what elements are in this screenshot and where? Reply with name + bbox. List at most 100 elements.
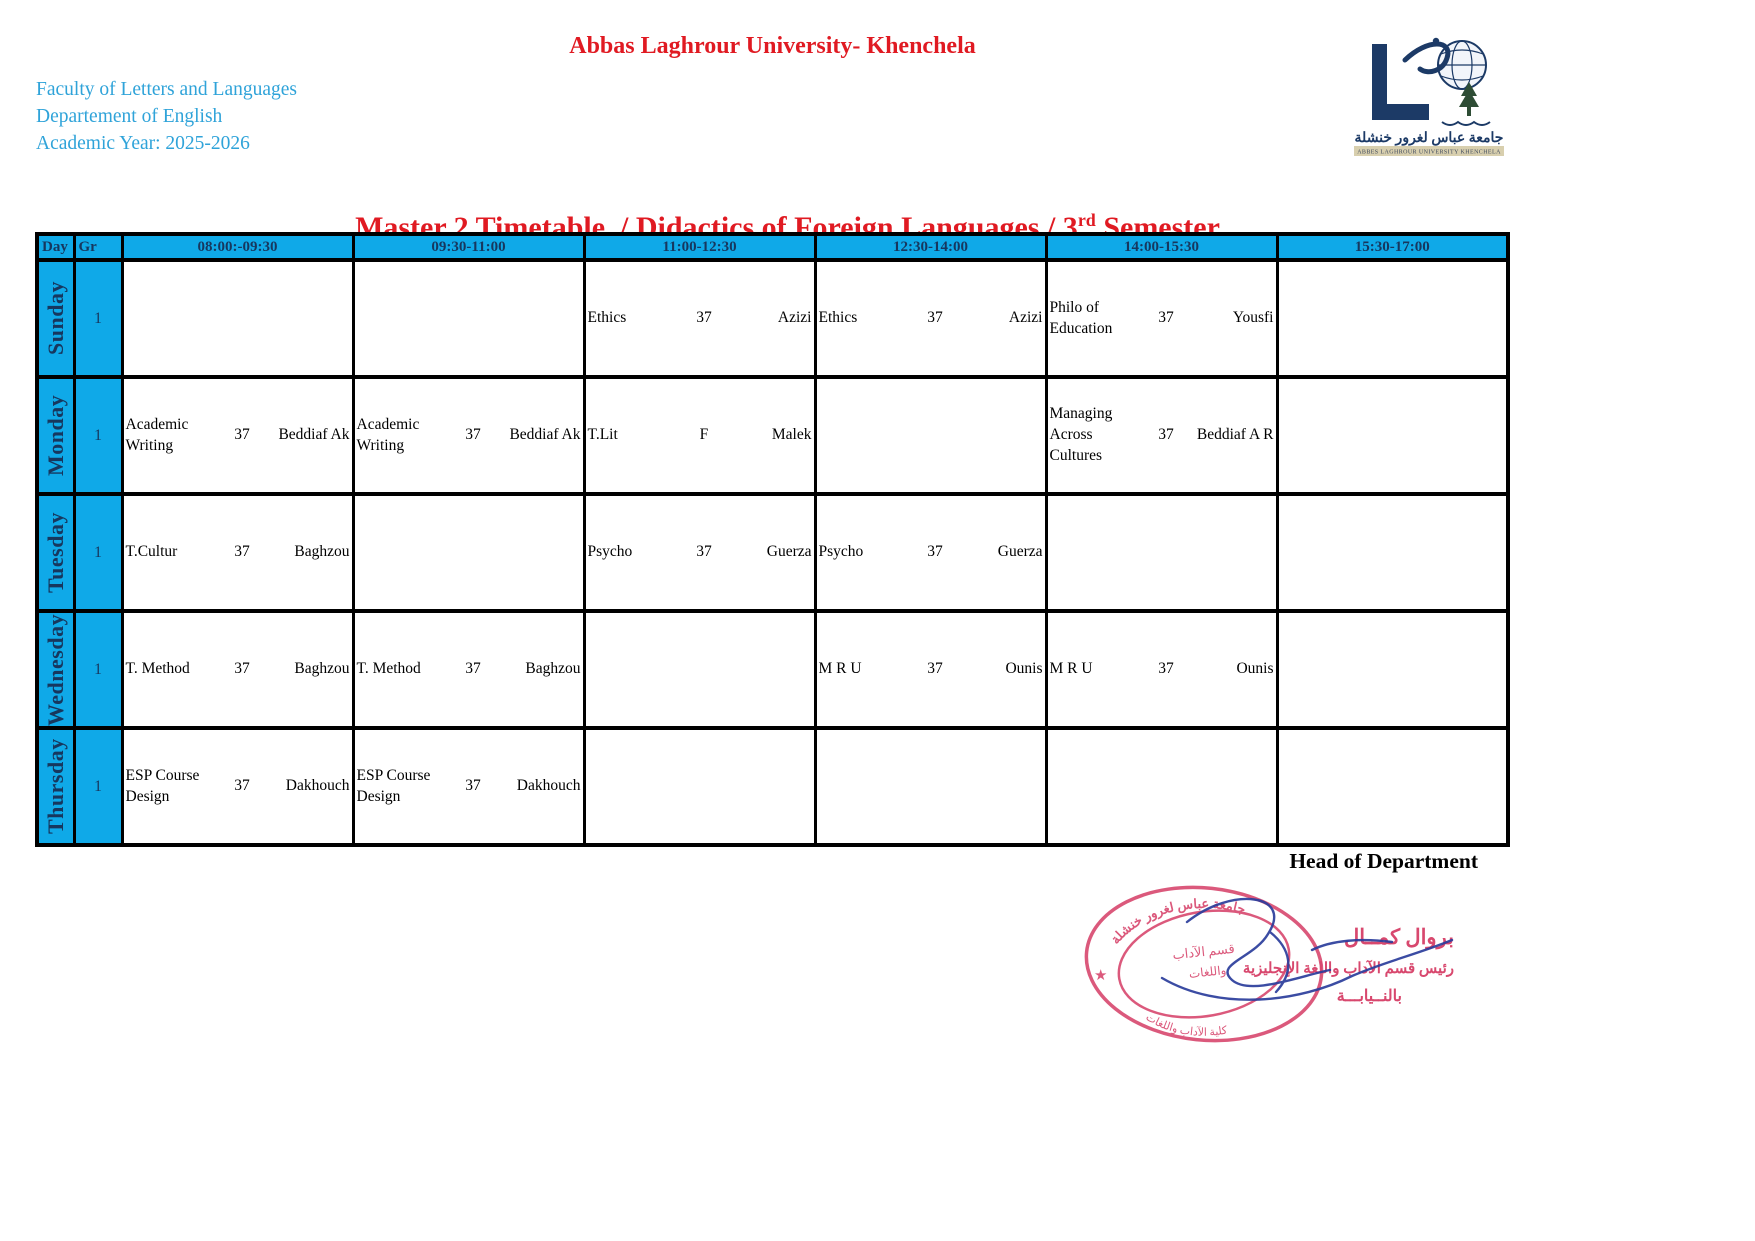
room-number: 37 bbox=[465, 426, 481, 444]
timetable-session-cell: ESP Course Design 37 Dakhouch bbox=[120, 726, 355, 847]
course-name: Ethics bbox=[818, 309, 858, 327]
stamp-star: ★ bbox=[1094, 968, 1107, 984]
logo-waves bbox=[1441, 120, 1491, 126]
col-header-day: Day bbox=[35, 232, 76, 262]
teacher-name: Yousfi bbox=[1232, 309, 1274, 327]
teacher-name: Baghzou bbox=[525, 660, 581, 678]
session-content: Psycho 37 Guerza bbox=[588, 542, 812, 563]
timetable-row: Thursday 1 ESP Course Design 37 Dakhouch ESP … bbox=[35, 726, 1510, 847]
day-label: Tuesday bbox=[42, 512, 68, 593]
time-slot-header: 11:00-12:30 bbox=[582, 232, 817, 262]
page-title-superscript: rd bbox=[1077, 210, 1096, 230]
timetable-empty-cell bbox=[813, 726, 1048, 847]
timetable-empty-cell bbox=[582, 726, 817, 847]
course-name: M R U bbox=[1049, 660, 1093, 678]
session-content: Managing Across Cultures 37 Beddiaf A R bbox=[1050, 404, 1274, 467]
university-title: Abbas Laghrour University- Khenchela bbox=[569, 33, 976, 59]
head-of-department-label: Head of Department bbox=[1289, 849, 1478, 873]
day-cell: Wednesday bbox=[35, 609, 76, 730]
room-number: 37 bbox=[696, 543, 712, 561]
group-cell: 1 bbox=[72, 375, 124, 496]
timetable-session-cell: M R U 37 Ounis bbox=[1044, 609, 1279, 730]
day-cell: Thursday bbox=[35, 726, 76, 847]
room-number: 37 bbox=[927, 309, 943, 327]
teacher-name: Ounis bbox=[1236, 660, 1274, 678]
stamp-inner-line-2: واللغات bbox=[1188, 963, 1227, 981]
timetable-empty-cell bbox=[1275, 726, 1510, 847]
academic-year-line: Academic Year: 2025-2026 bbox=[36, 133, 250, 154]
timetable-empty-cell bbox=[1275, 609, 1510, 730]
timetable-empty-cell bbox=[120, 258, 355, 379]
room-number: 37 bbox=[1158, 309, 1174, 327]
session-content: Academic Writing 37 Beddiaf Ak bbox=[357, 415, 581, 457]
timetable-session-cell: Academic Writing 37 Beddiaf Ak bbox=[120, 375, 355, 496]
session-content: Philo of Education 37 Yousfi bbox=[1050, 298, 1274, 340]
department-stamp: جامعة عباس لغرور خنشلة كلية الآداب واللغ… bbox=[1084, 885, 1454, 1043]
svg-text:جامعة عباس لغرور خنشلة: جامعة عباس لغرور خنشلة bbox=[1108, 896, 1248, 947]
course-name: Academic Writing bbox=[125, 415, 189, 454]
time-slot-header: 14:00-15:30 bbox=[1044, 232, 1279, 262]
timetable-session-cell: Psycho 37 Guerza bbox=[582, 492, 817, 613]
timetable-session-cell: M R U 37 Ounis bbox=[813, 609, 1048, 730]
timetable-empty-cell bbox=[351, 258, 586, 379]
timetable-row: Wednesday 1 T. Method 37 Baghzou T. Method 37 B… bbox=[35, 609, 1510, 730]
day-label: Wednesday bbox=[42, 613, 68, 726]
room-number: 37 bbox=[234, 426, 250, 444]
timetable: Day Gr 08:00:-09:30 09:30-11:00 11:00-12:3… bbox=[35, 232, 1510, 847]
course-name: ESP Course Design bbox=[356, 766, 431, 805]
timetable-session-cell: Philo of Education 37 Yousfi bbox=[1044, 258, 1279, 379]
course-name: T.Cultur bbox=[125, 543, 178, 561]
department-line: Departement of English bbox=[36, 106, 223, 127]
timetable-session-cell: Academic Writing 37 Beddiaf Ak bbox=[351, 375, 586, 496]
course-name: Psycho bbox=[818, 543, 864, 561]
time-slot-header: 15:30-17:00 bbox=[1275, 232, 1510, 262]
course-name: T. Method bbox=[125, 660, 190, 678]
time-slot-header: 12:30-14:00 bbox=[813, 232, 1048, 262]
timetable-session-cell: ESP Course Design 37 Dakhouch bbox=[351, 726, 586, 847]
session-content: T.Cultur 37 Baghzou bbox=[126, 542, 350, 563]
teacher-name: Malek bbox=[771, 426, 812, 444]
session-content: Psycho 37 Guerza bbox=[819, 542, 1043, 563]
course-name: M R U bbox=[818, 660, 862, 678]
group-cell: 1 bbox=[72, 609, 124, 730]
timetable-session-cell: T. Method 37 Baghzou bbox=[120, 609, 355, 730]
room-number: 37 bbox=[1158, 426, 1174, 444]
timetable-session-cell: Psycho 37 Guerza bbox=[813, 492, 1048, 613]
session-content: Academic Writing 37 Beddiaf Ak bbox=[126, 415, 350, 457]
timetable-empty-cell bbox=[351, 492, 586, 613]
teacher-name: Beddiaf Ak bbox=[278, 426, 350, 444]
timetable-empty-cell bbox=[582, 609, 817, 730]
session-content: Ethics 37 Azizi bbox=[588, 308, 812, 329]
timetable-session-cell: T. Method 37 Baghzou bbox=[351, 609, 586, 730]
day-label: Thursday bbox=[42, 738, 68, 835]
day-cell: Monday bbox=[35, 375, 76, 496]
day-label: Sunday bbox=[42, 281, 68, 356]
teacher-name: Baghzou bbox=[294, 543, 350, 561]
course-name: Academic Writing bbox=[356, 415, 420, 454]
course-name: Psycho bbox=[587, 543, 633, 561]
session-content: T. Method 37 Baghzou bbox=[126, 659, 350, 680]
room-number: 37 bbox=[234, 543, 250, 561]
signature-icon bbox=[1160, 897, 1454, 1001]
course-name: ESP Course Design bbox=[125, 766, 200, 805]
stamp-title-line: رئيس قسم الآداب واللغة الإنجليزية bbox=[1243, 959, 1454, 977]
logo-caption: ABBES LAGHROUR UNIVERSITY KHENCHELA bbox=[1357, 150, 1501, 156]
timetable-empty-cell bbox=[813, 375, 1048, 496]
teacher-name: Azizi bbox=[777, 309, 812, 327]
course-name: Ethics bbox=[587, 309, 627, 327]
teacher-name: Beddiaf Ak bbox=[509, 426, 581, 444]
timetable-empty-cell bbox=[1044, 492, 1279, 613]
room-number: F bbox=[699, 426, 709, 444]
stamp-ring-text-top: جامعة عباس لغرور خنشلة bbox=[1108, 896, 1248, 947]
teacher-name: Dakhouch bbox=[285, 777, 350, 795]
session-content: M R U 37 Ounis bbox=[819, 659, 1043, 680]
teacher-name: Dakhouch bbox=[516, 777, 581, 795]
time-slot-header: 08:00:-09:30 bbox=[120, 232, 355, 262]
session-content: M R U 37 Ounis bbox=[1050, 659, 1274, 680]
room-number: 37 bbox=[234, 660, 250, 678]
day-cell: Tuesday bbox=[35, 492, 76, 613]
timetable-session-cell: Managing Across Cultures 37 Beddiaf A R bbox=[1044, 375, 1279, 496]
logo-caption-strip bbox=[1354, 146, 1504, 156]
timetable-empty-cell bbox=[1275, 258, 1510, 379]
